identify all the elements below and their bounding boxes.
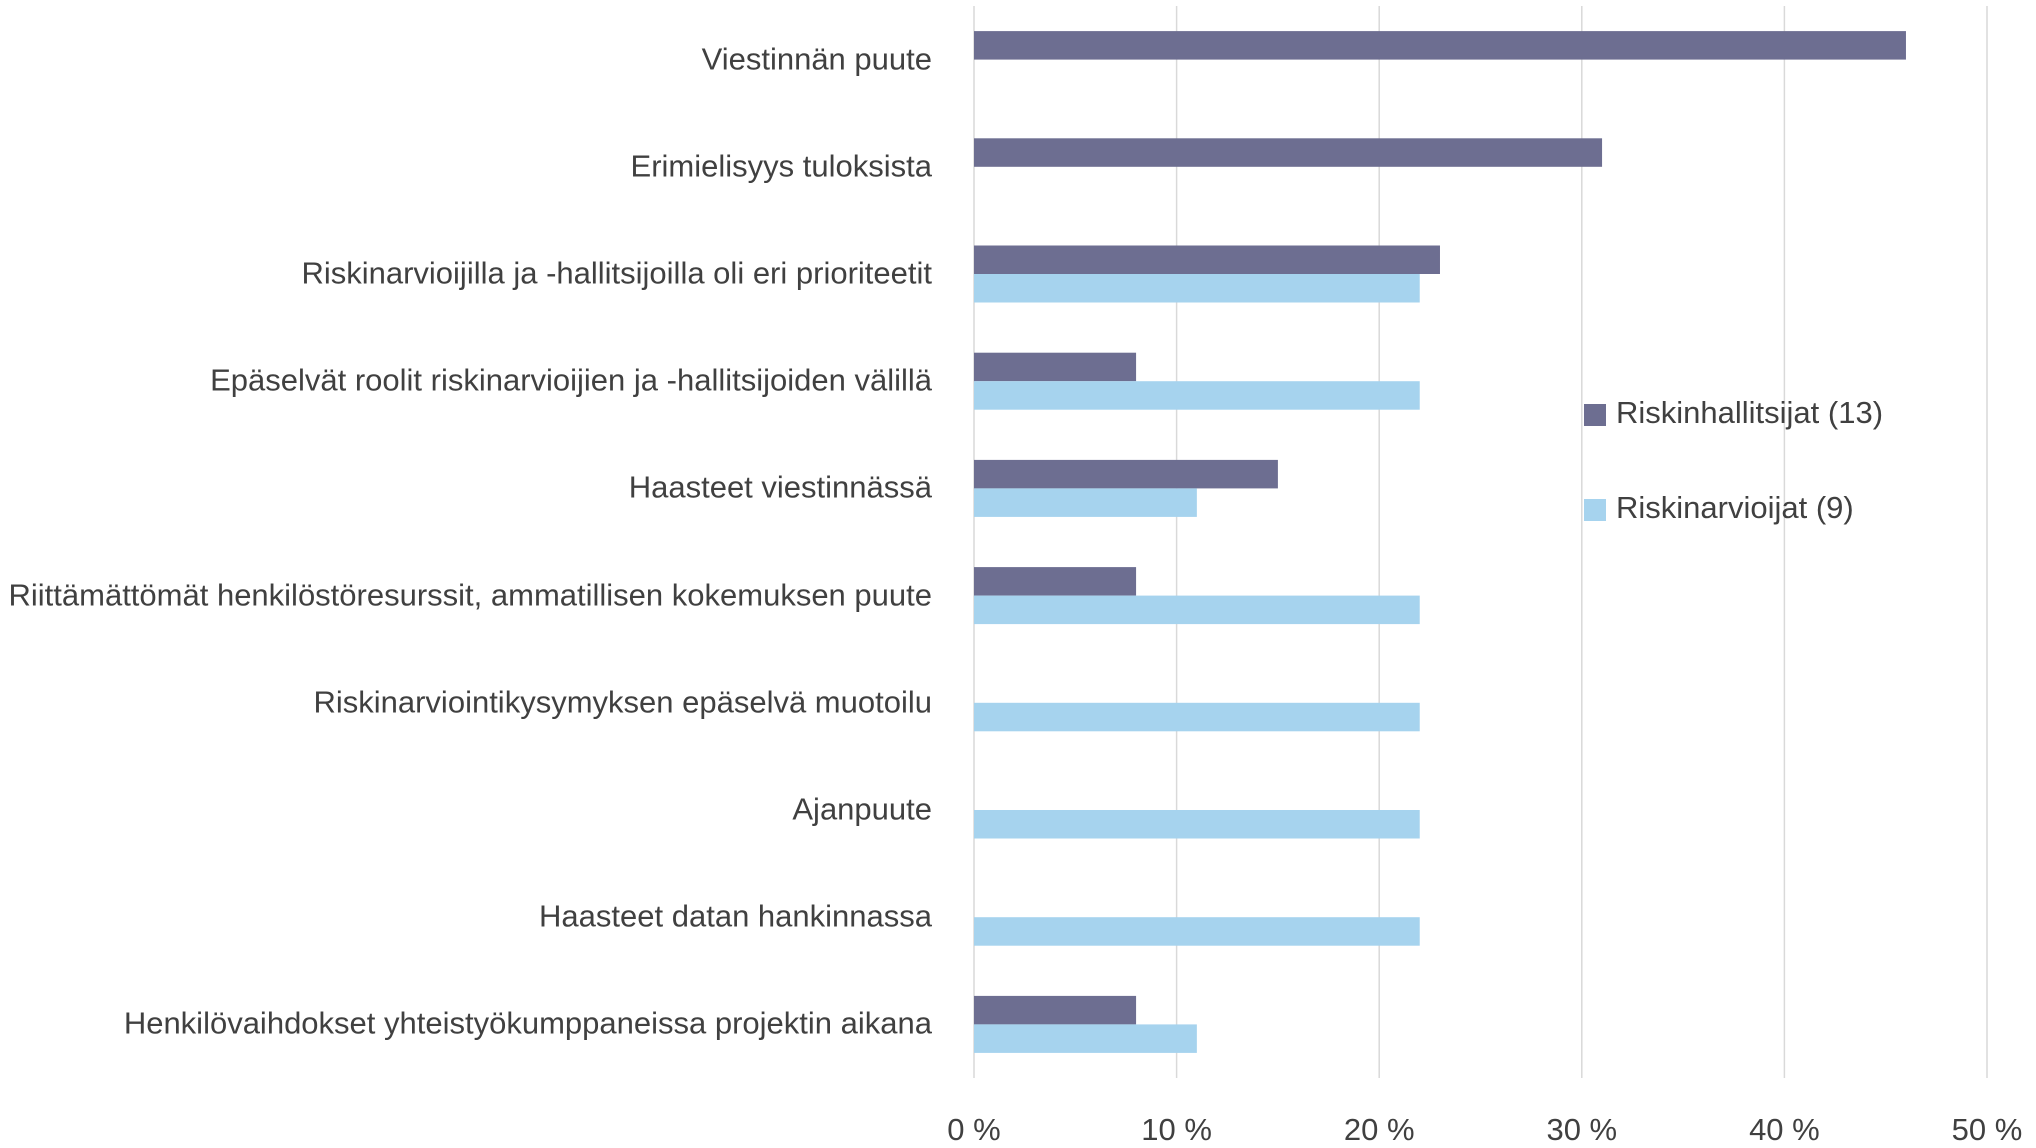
- bar: [974, 567, 1137, 596]
- x-tick-label: 0 %: [947, 1112, 1000, 1147]
- legend-label: Riskinhallitsijat (13): [1616, 395, 1883, 430]
- x-tick-label: 50 %: [1952, 1112, 2023, 1147]
- y-tick-label: Ajanpuute: [792, 791, 932, 827]
- x-tick-label: 30 %: [1546, 1112, 1617, 1147]
- y-tick-label: Riskinarvioijilla ja -hallitsijoilla oli…: [301, 255, 932, 291]
- legend-label: Riskinarvioijat (9): [1616, 490, 1854, 525]
- bar: [974, 1024, 1197, 1053]
- x-tick-label: 40 %: [1749, 1112, 1820, 1147]
- bar: [974, 995, 1137, 1025]
- y-tick-label: Henkilövaihdokset yhteistyökumppaneissa …: [123, 1006, 932, 1042]
- bar: [974, 31, 1906, 60]
- bar: [974, 488, 1197, 517]
- y-tick-label: Riittämättömät henkilöstöresurssit, amma…: [8, 577, 933, 613]
- y-tick-label: Riskinarviointikysymyksen epäselvä muoto…: [313, 684, 932, 720]
- y-tick-label: Haasteet viestinnässä: [628, 470, 932, 506]
- legend-swatch: [1584, 499, 1606, 521]
- legend-swatch: [1584, 404, 1606, 426]
- y-tick-label: Epäselvät roolit riskinarvioijien ja -ha…: [210, 362, 932, 398]
- bar: [974, 245, 1440, 274]
- bar: [974, 595, 1420, 625]
- bar: [974, 917, 1420, 946]
- bar: [974, 352, 1137, 382]
- bar: [974, 810, 1420, 839]
- bar: [974, 381, 1420, 410]
- bar: [974, 459, 1278, 489]
- bar: [974, 702, 1420, 732]
- y-tick-label: Haasteet datan hankinnassa: [539, 898, 932, 934]
- y-tick-label: Erimielisyys tuloksista: [630, 148, 932, 184]
- x-tick-label: 20 %: [1344, 1112, 1415, 1147]
- x-tick-label: 10 %: [1141, 1112, 1212, 1147]
- bar: [974, 138, 1603, 167]
- y-tick-label: Viestinnän puute: [701, 41, 932, 77]
- bar: [974, 274, 1420, 303]
